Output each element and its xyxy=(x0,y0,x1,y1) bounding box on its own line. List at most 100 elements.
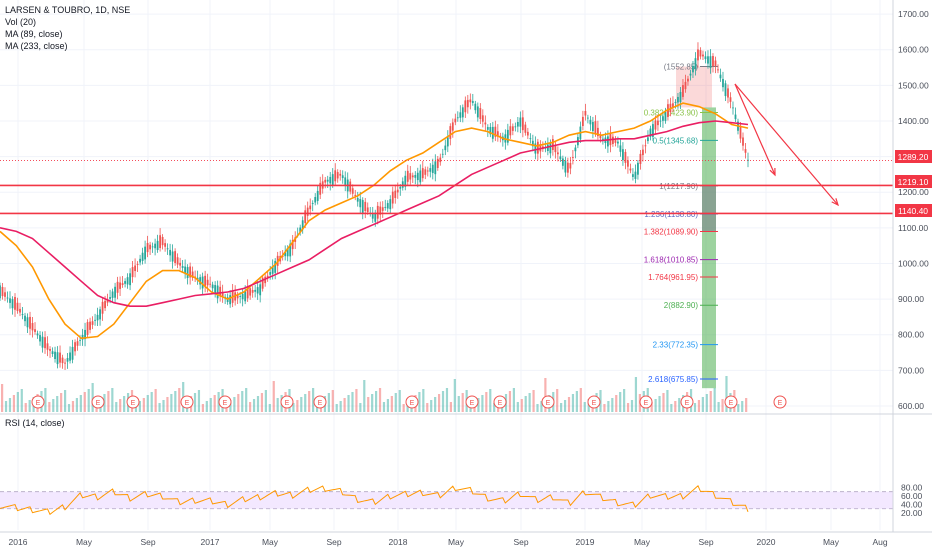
candle-body xyxy=(201,276,204,289)
candle-body xyxy=(664,111,667,121)
candle-body xyxy=(414,175,417,178)
candle-body xyxy=(639,153,642,164)
earnings-marker-label: E xyxy=(410,400,415,407)
volume-bar xyxy=(134,404,138,412)
volume-bar xyxy=(256,396,260,412)
volume-bar xyxy=(607,401,610,412)
volume-bar xyxy=(123,396,126,412)
candle-body xyxy=(244,291,247,302)
volume-bar xyxy=(229,400,232,412)
earnings-marker[interactable] xyxy=(587,395,601,409)
candle-body xyxy=(286,248,289,257)
candle-body xyxy=(306,207,309,216)
volume-bar xyxy=(103,394,106,412)
candle-body xyxy=(84,329,86,340)
candle-body xyxy=(246,286,249,299)
candle-body xyxy=(229,295,232,305)
earnings-marker-label: E xyxy=(778,400,783,407)
candle-body xyxy=(99,309,101,320)
time-tick-label: 2020 xyxy=(757,537,776,547)
rsi-tick-label: 80.00 xyxy=(901,482,923,492)
earnings-marker[interactable] xyxy=(280,395,294,409)
candle-body xyxy=(379,206,382,215)
earnings-marker[interactable] xyxy=(31,395,45,409)
earnings-marker[interactable] xyxy=(639,395,653,409)
earnings-marker[interactable] xyxy=(126,395,140,409)
candle-body xyxy=(456,117,459,119)
candle-body xyxy=(354,194,357,196)
time-tick-label: Sep xyxy=(513,537,528,547)
candle-body xyxy=(176,257,179,265)
candle-body xyxy=(0,285,1,299)
candle-body xyxy=(141,252,144,261)
grid xyxy=(0,0,893,530)
earnings-marker[interactable] xyxy=(773,395,787,409)
candle-body xyxy=(602,138,604,140)
volume-bar xyxy=(630,400,634,412)
volume-bar xyxy=(241,391,244,412)
legend-ma-233: MA (233, close) xyxy=(5,41,68,51)
level1-price-tag: 1219.10 xyxy=(898,177,929,187)
earnings-marker[interactable] xyxy=(405,395,419,409)
candle-body xyxy=(184,266,187,273)
candle-body xyxy=(14,297,16,310)
volume-bar xyxy=(44,388,47,412)
volume-bar xyxy=(83,392,86,412)
candle-body xyxy=(491,126,494,139)
candle-body xyxy=(632,174,634,177)
volume-bar xyxy=(670,404,673,412)
volume-bar xyxy=(481,395,484,412)
candle-body xyxy=(236,294,239,299)
time-tick-label: Sep xyxy=(140,537,155,547)
fib-level-label: 1(1217.90) xyxy=(659,182,698,191)
earnings-marker[interactable] xyxy=(724,395,738,409)
volume-bar xyxy=(79,395,82,412)
candle-body xyxy=(171,251,174,262)
volume-bar xyxy=(107,391,110,412)
candle-body xyxy=(386,203,389,209)
volume-bar xyxy=(276,398,279,412)
earnings-marker[interactable] xyxy=(180,395,194,409)
candle-body xyxy=(134,265,136,272)
earnings-marker[interactable] xyxy=(493,395,507,409)
earnings-marker[interactable] xyxy=(313,395,327,409)
candle-body xyxy=(146,242,149,253)
current-price-tag-bg xyxy=(895,150,932,163)
fib-level-label: 2(882.90) xyxy=(664,301,699,310)
candle-body xyxy=(657,120,659,126)
earnings-marker[interactable] xyxy=(465,395,479,409)
candle-body xyxy=(571,157,574,159)
volume-bar xyxy=(571,394,575,412)
candle-body xyxy=(484,122,487,125)
candle-body xyxy=(191,271,194,278)
earnings-marker[interactable] xyxy=(680,395,694,409)
volume-bar xyxy=(386,399,390,412)
earnings-marker[interactable] xyxy=(218,395,232,409)
volume-bar xyxy=(540,401,543,412)
earnings-marker[interactable] xyxy=(91,395,105,409)
volume-bar xyxy=(626,403,630,412)
candle-body xyxy=(336,172,339,179)
fib-projection-zone xyxy=(702,107,716,389)
candle-body xyxy=(494,126,497,137)
volume-bar xyxy=(560,403,563,412)
volume-bar xyxy=(67,404,71,412)
candle-body xyxy=(451,122,454,131)
candle-body xyxy=(486,127,489,130)
candle-body xyxy=(364,201,367,211)
candle-body xyxy=(476,106,479,118)
candle-body xyxy=(461,107,464,118)
candle-body xyxy=(74,342,76,352)
candle-body xyxy=(86,322,89,335)
candle-body xyxy=(464,100,467,113)
candle-body xyxy=(324,179,327,183)
candle-body xyxy=(289,243,292,257)
candle-body xyxy=(161,236,164,246)
candle-body xyxy=(536,141,539,154)
earnings-marker[interactable] xyxy=(541,395,555,409)
candle-body xyxy=(619,145,622,152)
volume-bar xyxy=(579,388,582,412)
volume-bar xyxy=(705,394,708,412)
